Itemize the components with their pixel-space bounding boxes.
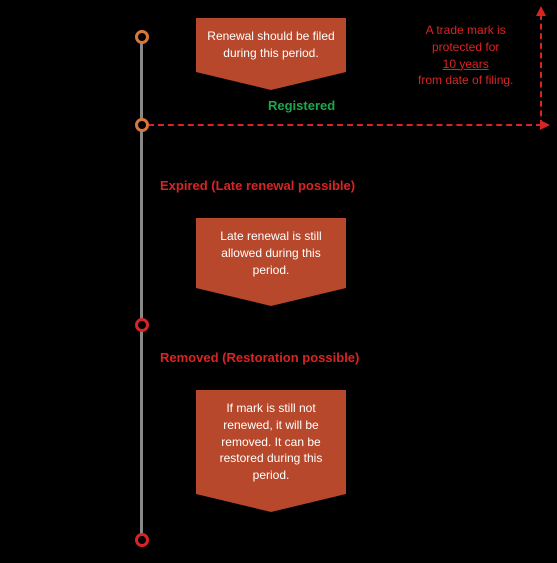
arrow-right-icon xyxy=(540,120,550,130)
callout-late-renewal: Late renewal is still allowed during thi… xyxy=(196,218,346,306)
callout-removed: If mark is still not renewed, it will be… xyxy=(196,390,346,512)
callout-tail xyxy=(196,494,346,512)
dashed-vertical xyxy=(540,14,542,126)
callout-renewal: Renewal should be filed during this peri… xyxy=(196,18,346,90)
sidenote-line1: A trade mark is xyxy=(418,22,513,39)
marker-3 xyxy=(135,318,149,332)
sidenote-line3: 10 years xyxy=(418,56,513,73)
marker-2 xyxy=(135,118,149,132)
timeline-line xyxy=(140,30,143,540)
label-removed: Removed (Restoration possible) xyxy=(160,350,359,365)
sidenote-line4: from date of filing. xyxy=(418,72,513,89)
callout-tail xyxy=(196,72,346,90)
callout-removed-text: If mark is still not renewed, it will be… xyxy=(196,390,346,494)
sidenote-protection: A trade mark is protected for 10 years f… xyxy=(418,22,513,89)
callout-renewal-text: Renewal should be filed during this peri… xyxy=(196,18,346,72)
label-expired: Expired (Late renewal possible) xyxy=(160,178,355,193)
dashed-horizontal xyxy=(148,124,542,126)
marker-1 xyxy=(135,30,149,44)
callout-tail xyxy=(196,288,346,306)
marker-4 xyxy=(135,533,149,547)
arrow-up-icon xyxy=(536,6,546,16)
sidenote-line2: protected for xyxy=(418,39,513,56)
label-registered: Registered xyxy=(268,98,335,113)
callout-late-renewal-text: Late renewal is still allowed during thi… xyxy=(196,218,346,288)
